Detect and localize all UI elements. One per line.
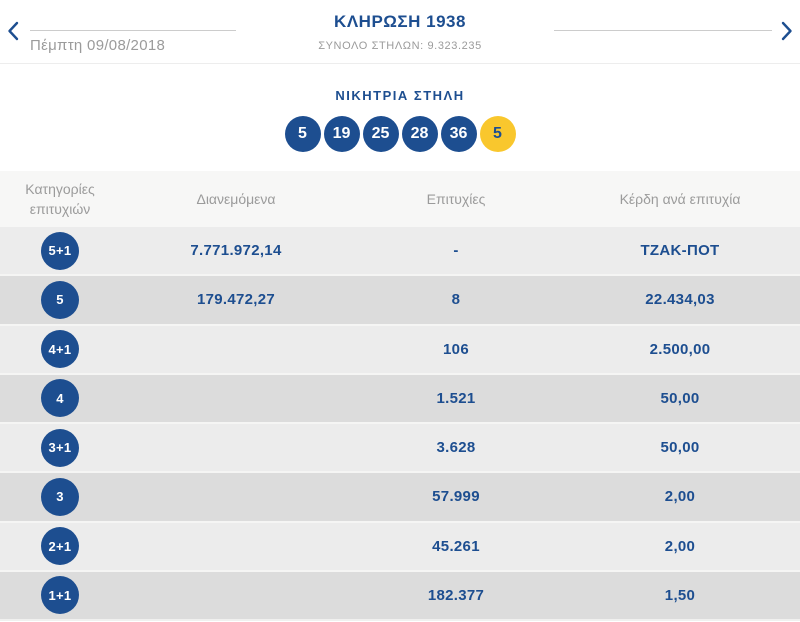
wins-cell: 182.377 bbox=[427, 586, 485, 604]
wins-cell: 106 bbox=[443, 340, 469, 358]
prize-cell: 22.434,03 bbox=[645, 291, 715, 309]
category-badge: 3 bbox=[41, 477, 79, 516]
total-columns: ΣΥΝΟΛΟ ΣΤΗΛΩΝ: 9.323.235 bbox=[318, 40, 482, 52]
table-row: 3 57.999 2,00 bbox=[0, 473, 800, 523]
category-badge: 3+1 bbox=[41, 428, 79, 467]
prize-cell: 50,00 bbox=[660, 389, 700, 407]
header-prize-per-win: Κέρδη ανά επιτυχία bbox=[619, 190, 741, 207]
distributed-cell: 179.472,27 bbox=[196, 291, 276, 309]
winning-number-ball: 19 bbox=[323, 116, 360, 152]
table-row: 2+1 45.261 2,00 bbox=[0, 522, 800, 572]
next-draw-button[interactable] bbox=[778, 21, 796, 43]
table-header-row: Κατηγορίες επιτυχιών Διανεμόμενα Επιτυχί… bbox=[0, 171, 800, 227]
divider-line bbox=[554, 30, 772, 31]
category-badge: 5 bbox=[41, 280, 79, 319]
chevron-right-icon bbox=[781, 21, 793, 44]
table-row: 4 1.521 50,00 bbox=[0, 374, 800, 424]
distributed-cell: 7.771.972,14 bbox=[190, 242, 282, 260]
joker-number-ball: 5 bbox=[479, 116, 516, 152]
prize-cell: 1,50 bbox=[664, 586, 696, 604]
wins-cell: 1.521 bbox=[436, 389, 476, 407]
next-draw-info bbox=[554, 30, 772, 31]
prize-cell: 2,00 bbox=[664, 537, 696, 555]
prize-cell: 2.500,00 bbox=[649, 340, 711, 358]
category-badge: 5+1 bbox=[41, 231, 79, 270]
winning-number-ball: 36 bbox=[440, 116, 477, 152]
prize-cell: 2,00 bbox=[664, 488, 696, 506]
draw-header: ΚΛΗΡΩΣΗ 1938 ΣΥΝΟΛΟ ΣΤΗΛΩΝ: 9.323.235 bbox=[200, 12, 600, 52]
table-row: 4+1 106 2.500,00 bbox=[0, 325, 800, 375]
prize-cell: 50,00 bbox=[660, 439, 700, 457]
chevron-left-icon bbox=[7, 21, 19, 44]
table-row: 5+1 7.771.972,14 - ΤΖΑΚ-ΠΟΤ bbox=[0, 227, 800, 277]
table-row: 5 179.472,27 8 22.434,03 bbox=[0, 276, 800, 326]
winning-column-section: ΝΙΚΗΤΡΙΑ ΣΤΗΛΗ 5 19 25 28 36 5 bbox=[0, 64, 800, 171]
category-badge: 2+1 bbox=[41, 527, 79, 566]
header-distributed: Διανεμόμενα bbox=[196, 190, 276, 207]
winning-numbers: 5 19 25 28 36 5 bbox=[0, 116, 800, 152]
prize-cell: ΤΖΑΚ-ΠΟΤ bbox=[640, 242, 720, 260]
table-row: 3+1 3.628 50,00 bbox=[0, 424, 800, 474]
winning-number-ball: 25 bbox=[362, 116, 399, 152]
category-badge: 1+1 bbox=[41, 576, 79, 615]
prev-draw-info: Πέμπτη 09/08/2018 bbox=[30, 30, 236, 54]
divider-line bbox=[30, 30, 236, 31]
table-body: 5+1 7.771.972,14 - ΤΖΑΚ-ΠΟΤ 5 179.472,27 8 22.4… bbox=[0, 227, 800, 621]
wins-cell: - bbox=[453, 242, 459, 260]
draw-date: Πέμπτη 09/08/2018 bbox=[30, 37, 166, 54]
header-wins: Επιτυχίες bbox=[426, 190, 486, 207]
wins-cell: 3.628 bbox=[436, 439, 476, 457]
header-categories: Κατηγορίες επιτυχιών bbox=[25, 180, 95, 217]
winning-number-ball: 5 bbox=[284, 116, 321, 152]
wins-cell: 57.999 bbox=[432, 488, 480, 506]
winning-column-title: ΝΙΚΗΤΡΙΑ ΣΤΗΛΗ bbox=[335, 88, 465, 103]
category-badge: 4 bbox=[41, 379, 79, 418]
winning-number-ball: 28 bbox=[401, 116, 438, 152]
draw-navigator: Πέμπτη 09/08/2018 ΚΛΗΡΩΣΗ 1938 ΣΥΝΟΛΟ ΣΤ… bbox=[0, 0, 800, 64]
category-badge: 4+1 bbox=[41, 330, 79, 369]
table-row: 1+1 182.377 1,50 bbox=[0, 571, 800, 621]
prev-draw-button[interactable] bbox=[4, 21, 22, 43]
wins-cell: 8 bbox=[451, 291, 461, 309]
results-table: Κατηγορίες επιτυχιών Διανεμόμενα Επιτυχί… bbox=[0, 171, 800, 621]
draw-title: ΚΛΗΡΩΣΗ 1938 bbox=[334, 12, 466, 31]
wins-cell: 45.261 bbox=[432, 537, 480, 555]
